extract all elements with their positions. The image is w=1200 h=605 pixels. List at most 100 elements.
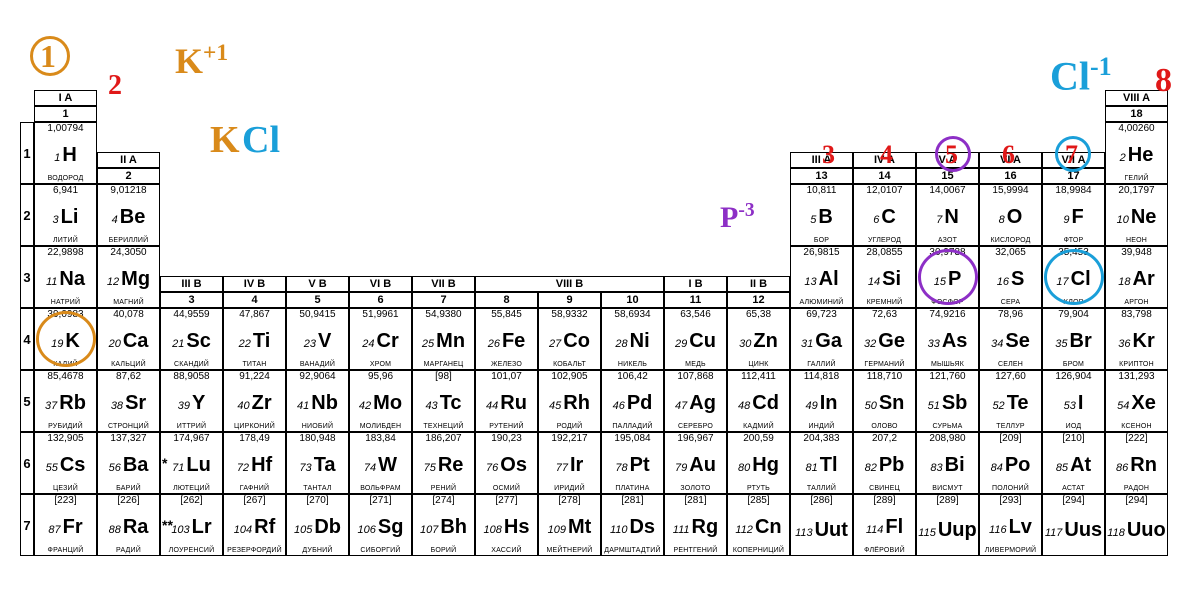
element-symbol: Uus bbox=[1064, 520, 1102, 540]
element-mass: 174,967 bbox=[173, 434, 209, 444]
element-V: 50,941523VВАНАДИЙ bbox=[286, 308, 349, 370]
element-z: 110 bbox=[610, 525, 628, 536]
element-mid: 42Mo bbox=[359, 393, 402, 413]
element-mass: 88,9058 bbox=[173, 372, 209, 382]
element-Pb: 207,282PbСВИНЕЦ bbox=[853, 432, 916, 494]
element-Tc: [98]43TcТЕХНЕЦИЙ bbox=[412, 370, 475, 432]
annotation-circle bbox=[1055, 136, 1091, 172]
element-mid: 9F bbox=[1063, 207, 1083, 227]
element-z: 74 bbox=[364, 463, 376, 474]
element-mid: 25Mn bbox=[422, 331, 465, 351]
element-symbol: N bbox=[944, 207, 958, 227]
element-mid: 39Y bbox=[178, 393, 206, 413]
element-mass: 114,818 bbox=[804, 372, 839, 382]
element-mid: 6C bbox=[873, 207, 896, 227]
element-name: ВИСМУТ bbox=[932, 485, 962, 492]
element-z: 22 bbox=[239, 339, 251, 350]
element-name: БОРИЙ bbox=[431, 547, 457, 554]
element-mass: [262] bbox=[180, 496, 202, 506]
element-Ga: 69,72331GaГАЛЛИЙ bbox=[790, 308, 853, 370]
element-mid: 32Ge bbox=[864, 331, 905, 351]
element-name: ЦЕЗИЙ bbox=[53, 485, 78, 492]
element-mid: 2He bbox=[1120, 145, 1154, 165]
element-symbol: Rg bbox=[692, 517, 719, 537]
element-symbol: Uuo bbox=[1127, 520, 1166, 540]
element-z: 82 bbox=[865, 463, 877, 474]
element-circle-17 bbox=[1044, 249, 1104, 305]
element-symbol: Fl bbox=[885, 517, 903, 537]
element-mass: 131,293 bbox=[1118, 372, 1154, 382]
element-mass: 50,9415 bbox=[299, 310, 335, 320]
annotation: K+1 bbox=[175, 40, 228, 82]
element-name: ГЕЛИЙ bbox=[1124, 175, 1148, 182]
element-symbol: Rb bbox=[59, 393, 86, 413]
element-symbol: F bbox=[1071, 207, 1083, 227]
element-z: 79 bbox=[675, 463, 687, 474]
element-mid: 20Ca bbox=[109, 331, 149, 351]
element-mass: [281] bbox=[684, 496, 706, 506]
element-z: 78 bbox=[615, 463, 627, 474]
element-mass: 195,084 bbox=[614, 434, 650, 444]
element-z: 41 bbox=[297, 401, 309, 412]
element-mass: 44,9559 bbox=[173, 310, 209, 320]
element-symbol: Ba bbox=[123, 455, 149, 475]
element-name: РТУТЬ bbox=[747, 485, 770, 492]
group-header-roman-1: I A bbox=[34, 90, 97, 106]
element-mass: [285] bbox=[747, 496, 769, 506]
element-z: 13 bbox=[804, 277, 816, 288]
element-mid: 80Hg bbox=[738, 455, 779, 475]
element-mid: 79Au bbox=[675, 455, 716, 475]
element-B: 10,8115BБОР bbox=[790, 184, 853, 246]
element-z: 9 bbox=[1063, 215, 1069, 226]
element-Db: [270]105DbДУБНИЙ bbox=[286, 494, 349, 556]
element-name: СВИНЕЦ bbox=[869, 485, 900, 492]
element-N: 14,00677NАЗОТ bbox=[916, 184, 979, 246]
element-z: 109 bbox=[548, 525, 566, 536]
element-mass: 39,948 bbox=[1121, 248, 1152, 258]
element-mass: [98] bbox=[435, 372, 452, 382]
element-Sb: 121,76051SbСУРЬМА bbox=[916, 370, 979, 432]
element-z: 73 bbox=[299, 463, 311, 474]
element-z: 54 bbox=[1117, 401, 1129, 412]
element-Ag: 107,86847AgСЕРЕБРО bbox=[664, 370, 727, 432]
element-mass: 28,0855 bbox=[866, 248, 902, 258]
element-name: ЛИВЕРМОРИЙ bbox=[985, 547, 1037, 554]
element-z: 31 bbox=[801, 339, 813, 350]
element-mass: 74,9216 bbox=[929, 310, 965, 320]
group-header-roman-4: IV B bbox=[223, 276, 286, 292]
element-mid: 51Sb bbox=[928, 393, 968, 413]
element-z: 4 bbox=[112, 215, 118, 226]
element-mid: 24Cr bbox=[362, 331, 398, 351]
element-Cr: 51,996124CrХРОМ bbox=[349, 308, 412, 370]
element-mass: 106,42 bbox=[617, 372, 648, 382]
element-symbol: Xe bbox=[1131, 393, 1155, 413]
element-symbol: Cd bbox=[752, 393, 779, 413]
element-name: КАЛЬЦИЙ bbox=[111, 361, 146, 368]
element-symbol: Ru bbox=[500, 393, 527, 413]
element-mid: 54Xe bbox=[1117, 393, 1156, 413]
element-Uut: [286]113Uut bbox=[790, 494, 853, 556]
group-header-roman-7: VII B bbox=[412, 276, 475, 292]
annotation: P-3 bbox=[720, 200, 755, 235]
element-mass: 87,62 bbox=[116, 372, 141, 382]
element-name: ПАЛЛАДИЙ bbox=[612, 423, 652, 430]
element-name: АЗОТ bbox=[938, 237, 957, 244]
element-mid: 113Uut bbox=[795, 520, 848, 540]
element-Xe: 131,29354XeКСЕНОН bbox=[1105, 370, 1168, 432]
element-Zr: 91,22440ZrЦИРКОНИЙ bbox=[223, 370, 286, 432]
element-mass: [294] bbox=[1062, 496, 1084, 506]
element-name: РЕЗЕРФОРДИЙ bbox=[227, 547, 282, 554]
element-symbol: Na bbox=[59, 269, 85, 289]
element-name: ТЕХНЕЦИЙ bbox=[423, 423, 463, 430]
element-Cd: 112,41148CdКАДМИЙ bbox=[727, 370, 790, 432]
element-name: ГАЛЛИЙ bbox=[807, 361, 836, 368]
element-z: 49 bbox=[805, 401, 817, 412]
element-mid: 47Ag bbox=[675, 393, 716, 413]
element-mass: [294] bbox=[1125, 496, 1147, 506]
element-mid: 77Ir bbox=[556, 455, 584, 475]
element-mid: 29Cu bbox=[675, 331, 716, 351]
element-name: ВАНАДИЙ bbox=[300, 361, 335, 368]
element-Se: 78,9634SeСЕЛЕН bbox=[979, 308, 1042, 370]
element-name: НАТРИЙ bbox=[51, 299, 80, 306]
element-z: 106 bbox=[358, 525, 376, 536]
